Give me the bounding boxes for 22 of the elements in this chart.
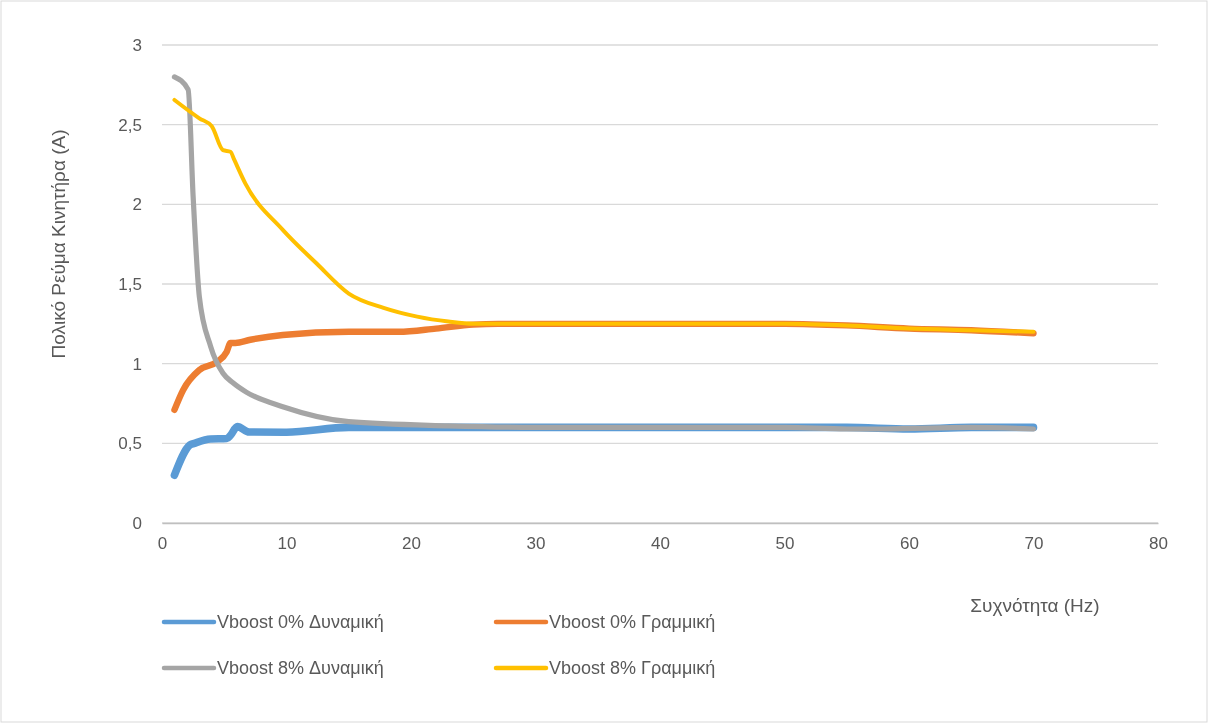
x-tick-label: 70 (1024, 534, 1044, 554)
y-tick-label: 0 (132, 513, 142, 533)
y-tick-label: 2 (132, 195, 142, 215)
y-tick-label: 1 (132, 354, 142, 374)
y-tick-label: 1,5 (118, 274, 142, 294)
y-tick-label: 2,5 (118, 115, 142, 135)
x-tick-label: 30 (526, 534, 546, 554)
x-tick-label: 20 (402, 534, 421, 554)
y-tick-label: 0,5 (118, 434, 142, 454)
legend-label: Vboost 0% Γραμμική (549, 612, 716, 632)
legend-label: Vboost 8% Γραμμική (549, 658, 716, 678)
x-tick-label: 0 (157, 534, 168, 554)
x-tick-label: 50 (775, 534, 795, 554)
x-tick-label: 40 (651, 534, 670, 554)
legend-label: Vboost 8% Δυναμική (217, 658, 384, 678)
x-tick-label: 60 (900, 534, 919, 554)
x-axis-title: Συχνότητα (Hz) (970, 595, 1100, 616)
legend-label: Vboost 0% Δυναμική (217, 612, 384, 632)
x-tick-label: 10 (277, 534, 297, 554)
x-tick-label: 80 (1149, 534, 1168, 554)
y-tick-label: 3 (132, 35, 142, 55)
y-axis-title: Πολικό Ρεύμα Κινητήρα (A) (48, 129, 69, 359)
